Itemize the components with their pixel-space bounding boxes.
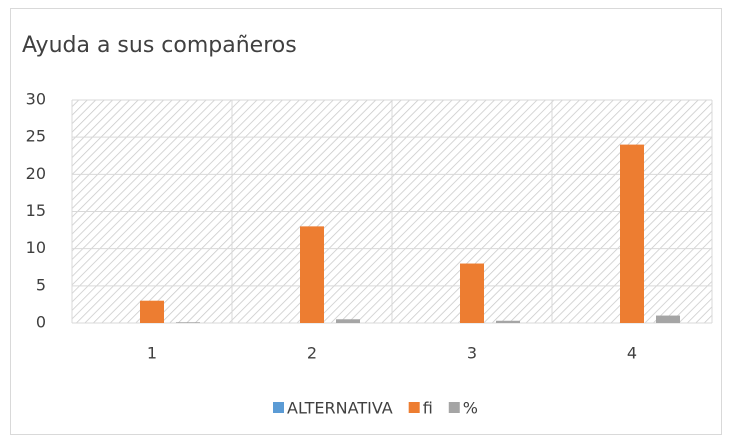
x-tick-label: 1 [147, 344, 157, 363]
legend-label: fi [423, 399, 433, 418]
legend-swatch [273, 402, 284, 413]
legend-swatch [408, 402, 420, 413]
x-tick-label: 4 [627, 344, 637, 363]
bar [620, 144, 644, 323]
bar [336, 319, 360, 323]
y-tick-label: 15 [26, 201, 46, 220]
y-tick-label: 10 [26, 238, 46, 257]
chart-title: Ayuda a sus compañeros [22, 33, 297, 58]
y-tick-label: 5 [36, 275, 46, 294]
bar [176, 322, 200, 323]
y-tick-label: 30 [26, 90, 46, 109]
bar [300, 226, 324, 323]
y-tick-label: 20 [26, 164, 46, 183]
legend-swatch [448, 402, 460, 413]
x-tick-label: 3 [467, 344, 477, 363]
legend-label: % [463, 399, 478, 418]
bar [460, 263, 484, 323]
bar [140, 300, 164, 323]
x-tick-label: 2 [307, 344, 317, 363]
y-tick-label: 25 [26, 127, 46, 146]
bar [496, 320, 520, 323]
bar [656, 315, 680, 323]
y-tick-label: 0 [36, 313, 46, 332]
legend-label: ALTERNATIVA [287, 399, 393, 418]
